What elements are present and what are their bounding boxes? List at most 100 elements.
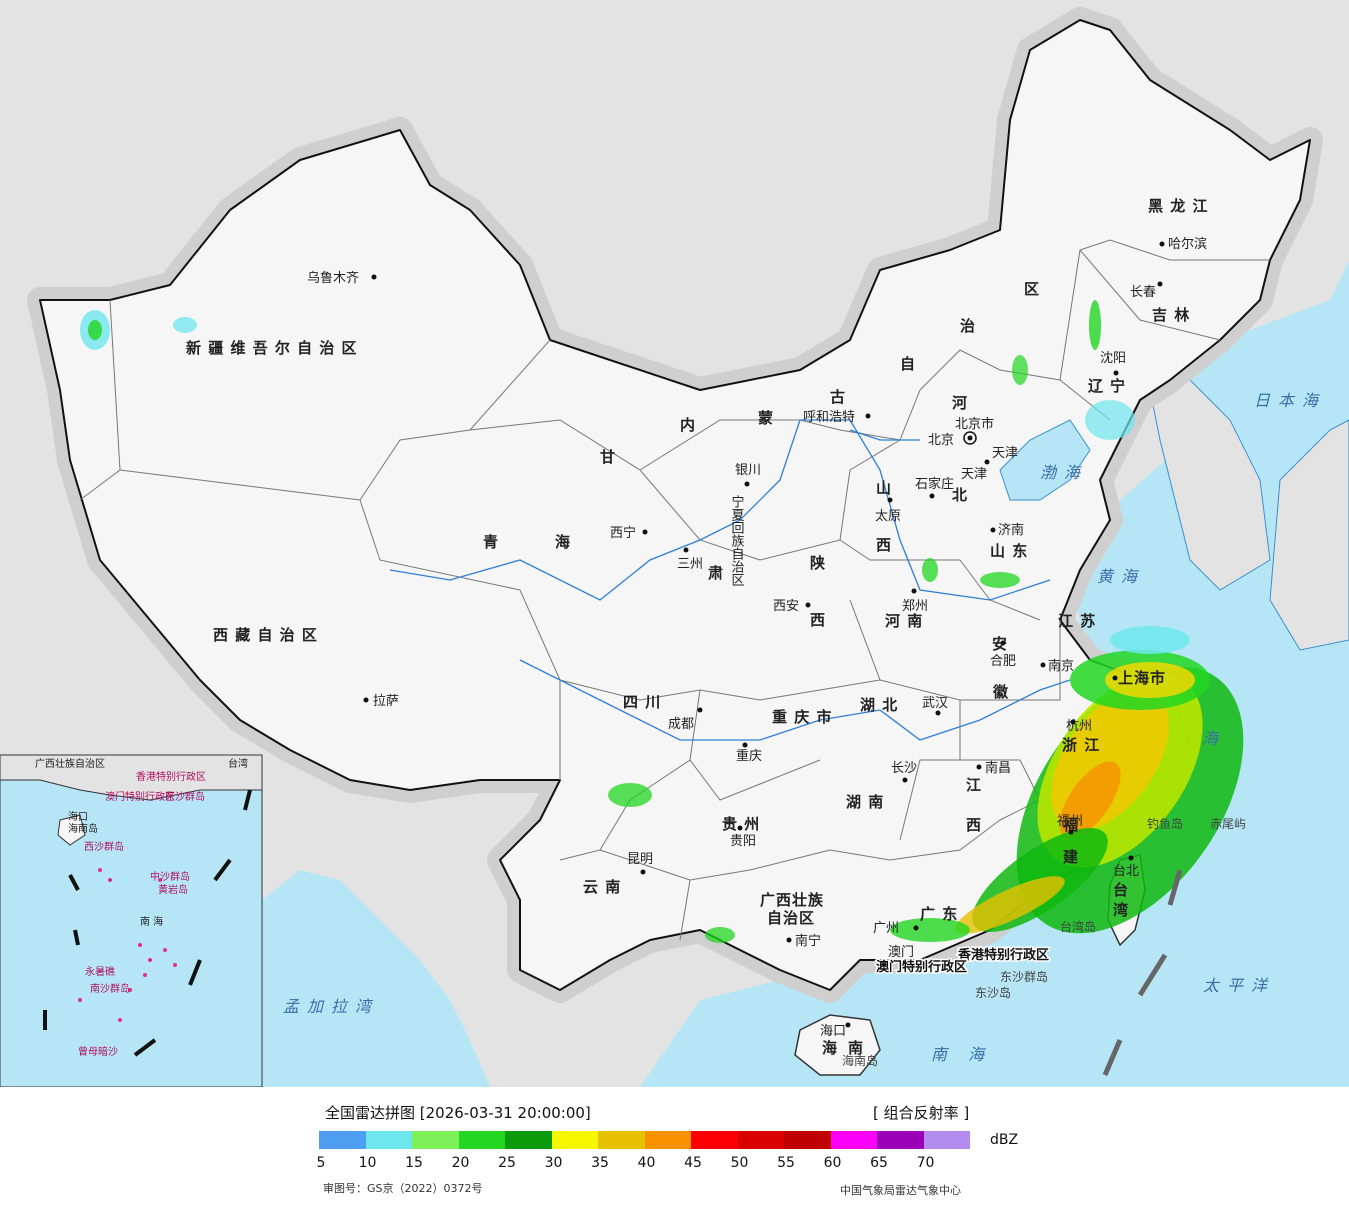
- legend-swatch: [644, 1131, 691, 1149]
- city-label: 昆明: [627, 852, 653, 867]
- city-label: 南昌: [985, 760, 1011, 776]
- city-label: 贵阳: [730, 834, 756, 849]
- legend-title: 全国雷达拼图 [2026-03-31 20:00:00]: [325, 1104, 591, 1122]
- province-label: 广西壮族: [760, 891, 824, 909]
- province-label: 吉 林: [1152, 306, 1190, 324]
- city-label: 西宁: [610, 525, 636, 541]
- province-label: 南: [848, 1039, 864, 1057]
- macau-label: 澳门特别行政区: [876, 959, 967, 975]
- legend-swatch: [737, 1131, 784, 1149]
- city-label: 济南: [998, 522, 1024, 538]
- legend-swatch: [923, 1131, 970, 1149]
- province-label: 湖 南: [846, 793, 884, 811]
- legend-swatch: [412, 1131, 459, 1149]
- province-label: 黑 龙 江: [1148, 197, 1208, 215]
- legend-swatch: [691, 1131, 738, 1149]
- province-label: 上海市: [1118, 669, 1166, 687]
- city-label: 台北: [1113, 864, 1139, 879]
- province-label: 江 苏: [1058, 612, 1096, 630]
- inset-label: 黄岩岛: [158, 883, 188, 896]
- city-label: 呼和浩特: [803, 410, 855, 425]
- province-label: 山: [876, 479, 892, 497]
- legend-org: 中国气象局雷达气象中心: [840, 1184, 961, 1197]
- hainan-island-shape: [794, 1014, 881, 1076]
- inset-label: 海南岛: [68, 822, 98, 835]
- sea-label: 南 海: [931, 1045, 992, 1064]
- legend-tick-label: 65: [870, 1155, 888, 1171]
- map-approval-number: 审图号：GS京（2022）0372号: [323, 1182, 483, 1195]
- capital-marker: [963, 431, 977, 445]
- hk-label: 香港特别行政区: [957, 947, 1049, 963]
- radar-legend: 全国雷达拼图 [2026-03-31 20:00:00] [ 组合反射率 ] d…: [0, 1087, 1349, 1208]
- province-label: 蒙: [758, 409, 774, 427]
- province-boundaries: [79, 239, 1270, 941]
- legend-tick-label: 55: [777, 1155, 795, 1171]
- city-label: 福州: [1057, 814, 1083, 829]
- province-label: 河: [952, 394, 968, 412]
- sea-label: 海: [1202, 729, 1226, 748]
- legend-tick-label: 60: [823, 1155, 842, 1171]
- city-label: 广州: [873, 921, 899, 936]
- province-label: 天津: [992, 446, 1018, 461]
- legend-tick-label: 5: [316, 1155, 326, 1171]
- inset-label: 南沙群岛: [90, 982, 130, 995]
- province-label: 山 东: [990, 542, 1028, 560]
- legend-unit: dBZ: [990, 1132, 1019, 1148]
- legend-tick-label: 45: [684, 1155, 702, 1171]
- province-label: 重 庆 市: [772, 708, 832, 726]
- province-label: 安: [992, 635, 1008, 653]
- sea-label: 黄海: [1097, 567, 1145, 586]
- radar-echoes: [80, 300, 1244, 943]
- province-label: 治: [960, 317, 976, 335]
- island-label: 东沙群岛: [1000, 969, 1048, 984]
- province-label: 福: [1062, 816, 1079, 834]
- inset-label: 曾母暗沙: [78, 1045, 118, 1058]
- province-label: 新 疆 维 吾 尔 自 治 区: [186, 339, 358, 357]
- inset-label: 南 海: [140, 915, 163, 928]
- inset-label: 香港特别行政区: [136, 770, 206, 783]
- city-label: 重庆: [736, 748, 762, 764]
- legend-tick-label: 20: [451, 1155, 470, 1171]
- city-dots: [363, 241, 1165, 1028]
- province-label: 海: [822, 1039, 838, 1057]
- province-label: 内: [680, 416, 696, 434]
- inset-label: 海口: [68, 810, 88, 823]
- province-label: 湖 北: [860, 696, 898, 714]
- province-label: 甘: [600, 448, 616, 466]
- inset-label: 永暑礁: [85, 965, 115, 978]
- province-label: 青: [483, 533, 499, 551]
- legend-swatch: [598, 1131, 645, 1149]
- legend-swatch: [319, 1131, 366, 1149]
- korea-land: [1149, 379, 1271, 591]
- province-label: 北: [952, 486, 968, 504]
- island-label: 海南岛: [842, 1053, 878, 1068]
- sea-label: 日本海: [1254, 391, 1326, 410]
- city-label: 银川: [735, 463, 761, 478]
- legend-product: [ 组合反射率 ]: [873, 1104, 970, 1122]
- inset-label: 中沙群岛: [150, 870, 190, 883]
- city-label: 太原: [875, 509, 901, 524]
- city-label: 长春: [1130, 285, 1156, 300]
- legend-tick-label: 30: [544, 1155, 563, 1171]
- province-label: 河 南: [885, 612, 923, 630]
- legend-tick-label: 25: [498, 1155, 516, 1171]
- south-china-sea-inset: [0, 754, 263, 1087]
- japan-land: [1269, 419, 1349, 651]
- legend-swatch: [784, 1131, 831, 1149]
- city-label: 杭州: [1066, 719, 1092, 734]
- province-label: 西: [810, 611, 826, 629]
- inset-label: 西沙群岛: [84, 840, 124, 853]
- legend-swatch: [365, 1131, 412, 1149]
- legend-tick-label: 35: [591, 1155, 609, 1171]
- province-label: 浙 江: [1062, 736, 1100, 754]
- province-label: 贵 州: [722, 815, 760, 833]
- city-label: 合肥: [990, 654, 1016, 669]
- city-label: 长沙: [891, 761, 917, 776]
- city-label: 海口: [820, 1024, 846, 1039]
- province-label: 云 南: [583, 878, 621, 896]
- sea-label: 渤海: [1040, 463, 1088, 482]
- island-label: 赤尾屿: [1210, 817, 1246, 831]
- city-label: 澳门: [888, 944, 914, 960]
- city-label: 北京: [928, 433, 954, 448]
